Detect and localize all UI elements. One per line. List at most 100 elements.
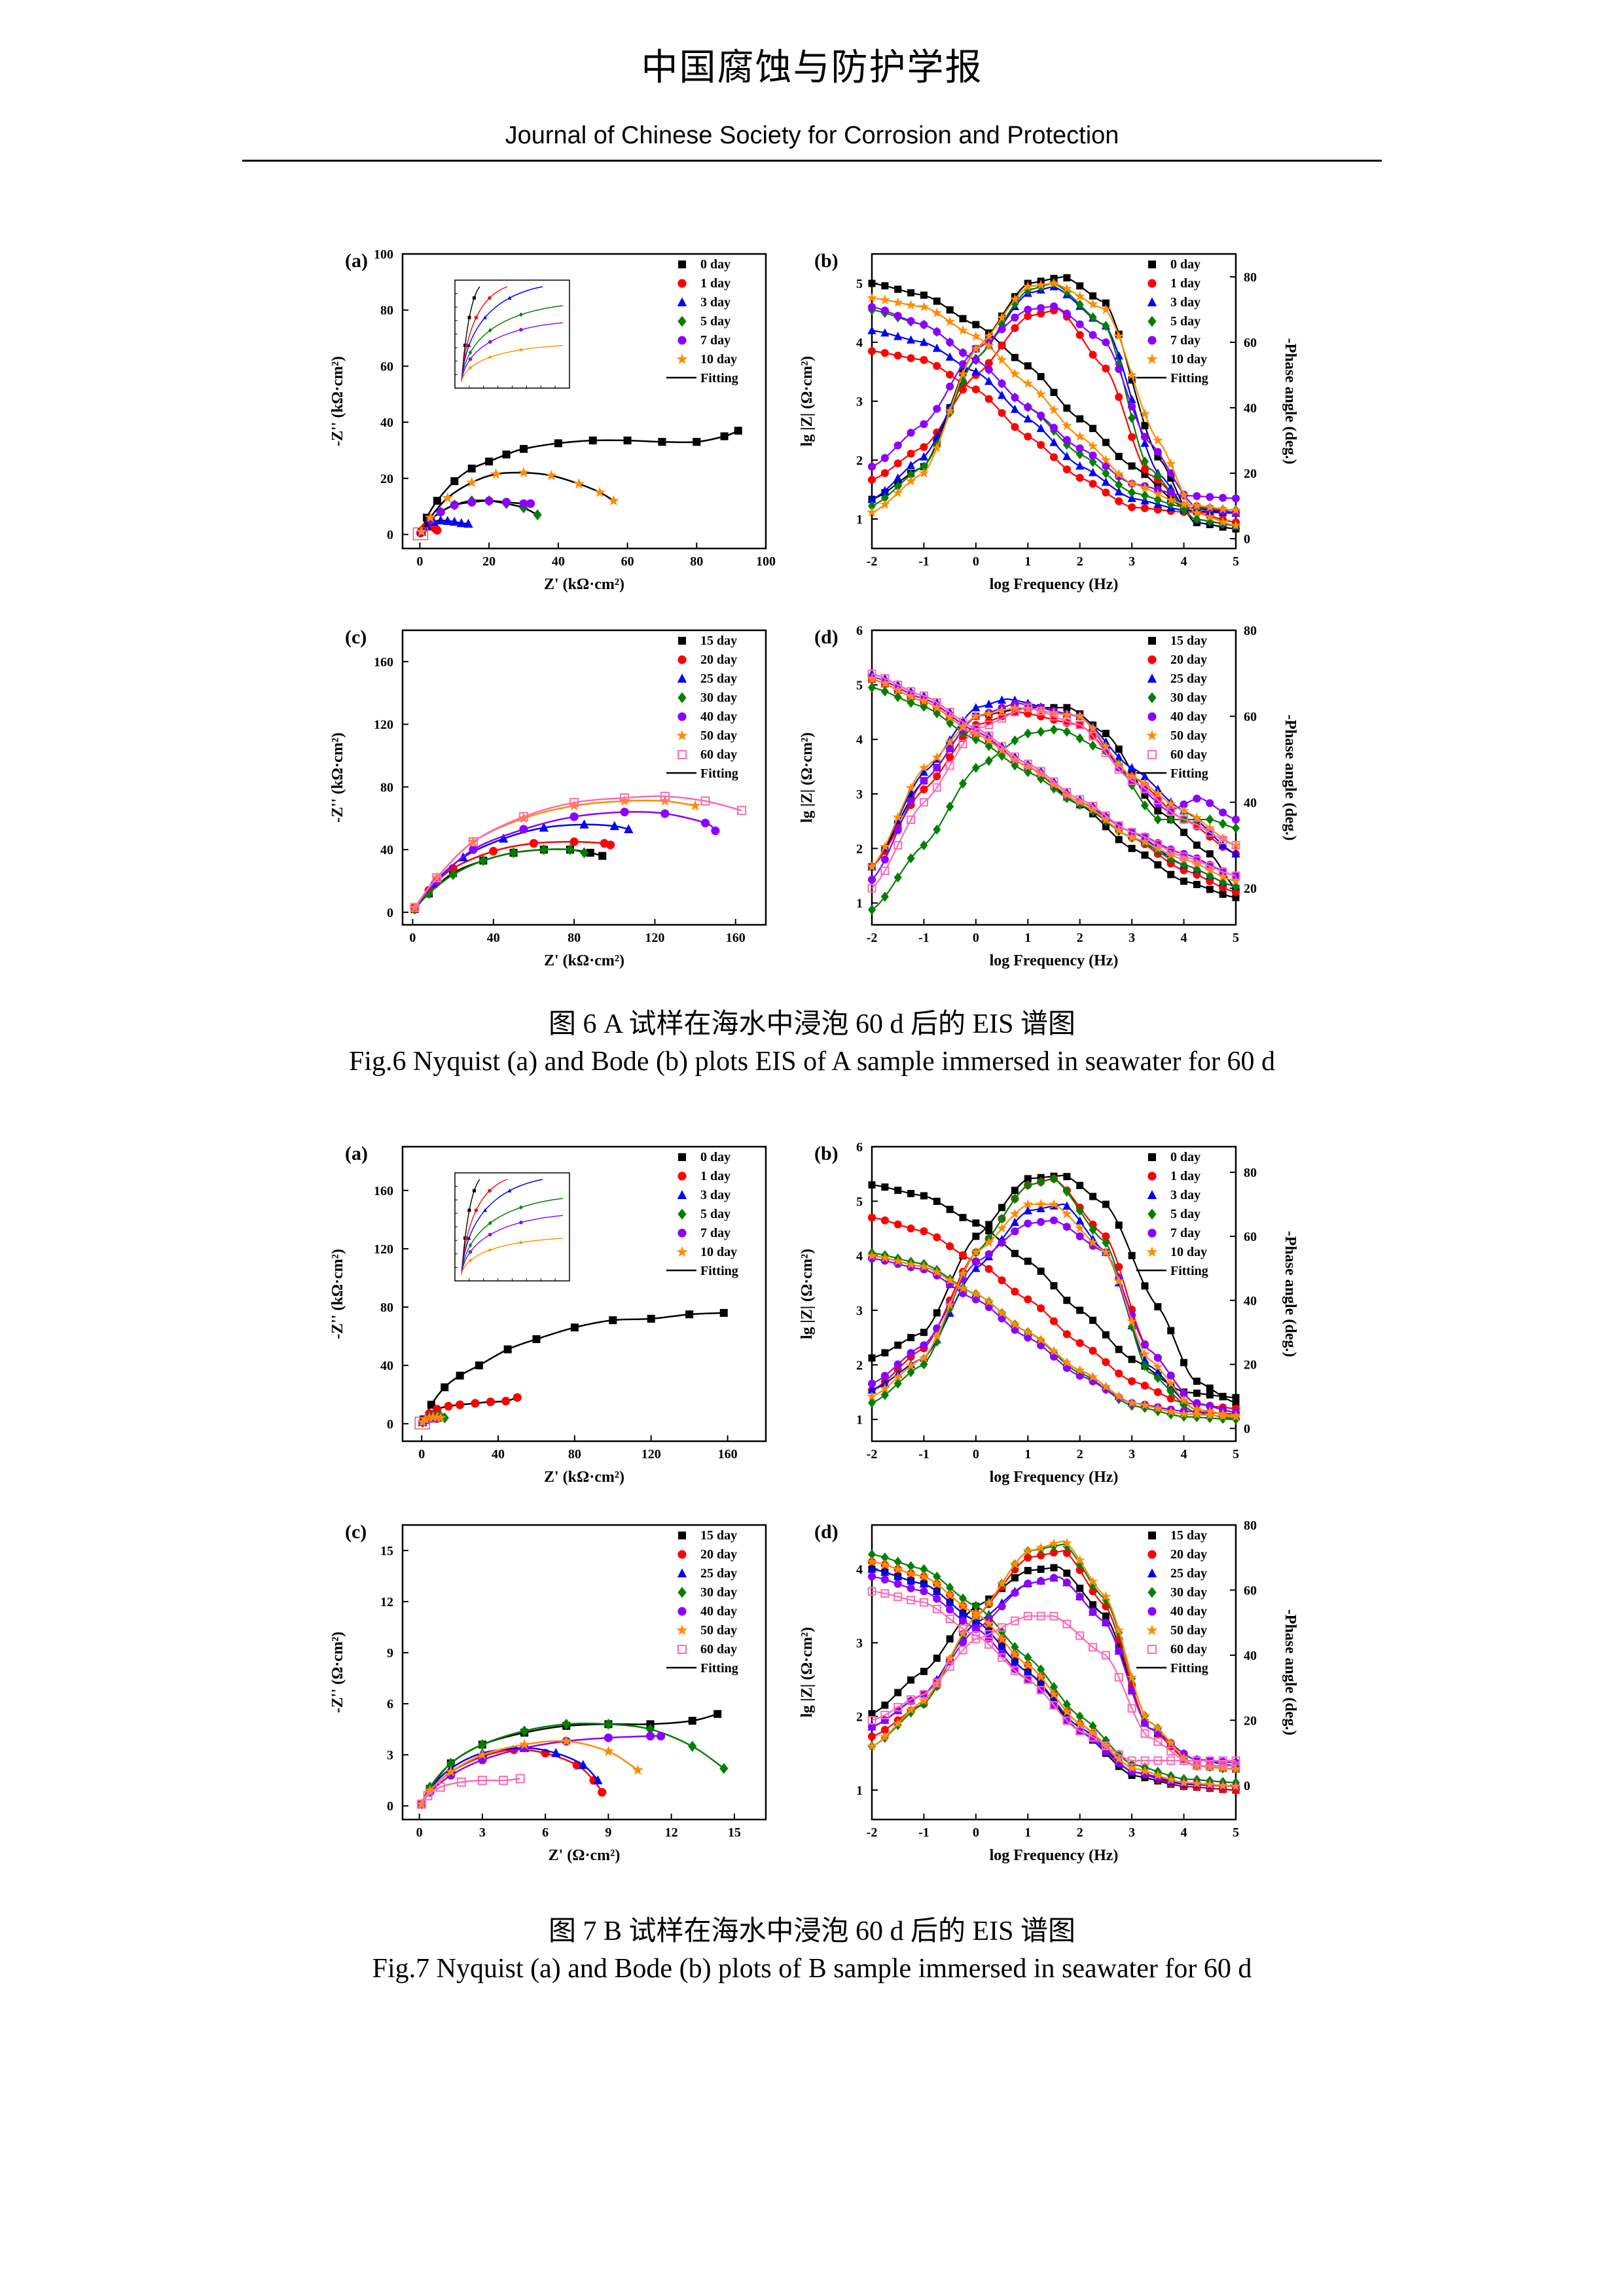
phase-point xyxy=(931,442,943,453)
phase-point xyxy=(907,1367,915,1378)
data-point xyxy=(604,1733,613,1742)
legend-label: 0 day xyxy=(1170,1150,1200,1164)
phase-point xyxy=(1127,776,1136,785)
x-tick-label: 4 xyxy=(1181,1825,1187,1840)
lgz-point xyxy=(971,331,981,341)
data-point xyxy=(569,812,579,821)
lgz-point xyxy=(971,385,980,394)
lgz-point xyxy=(1011,1249,1019,1257)
data-point xyxy=(435,1412,446,1423)
phase-point xyxy=(907,1676,915,1684)
series-10-day xyxy=(416,467,619,537)
phase-point xyxy=(1076,282,1084,290)
inset-point xyxy=(472,1189,476,1193)
phase-point xyxy=(1180,800,1188,809)
inset-point xyxy=(467,1236,471,1240)
phase-point xyxy=(1115,1647,1123,1655)
legend-label: 1 day xyxy=(700,276,731,291)
data-point xyxy=(588,437,597,444)
phase-point xyxy=(1231,520,1241,530)
lgz-point xyxy=(1075,795,1085,804)
phase-point xyxy=(1089,1225,1097,1235)
y-tick-label: 4 xyxy=(856,336,863,350)
series-10-day xyxy=(867,1198,1241,1422)
lgz-point xyxy=(1036,1671,1046,1681)
phase-point xyxy=(932,1678,941,1687)
lgz-point xyxy=(946,338,954,347)
phase-point xyxy=(1167,474,1175,482)
lgz-point xyxy=(1102,1331,1110,1338)
phase-point xyxy=(1075,721,1085,730)
legend-marker xyxy=(676,1624,688,1636)
y2-tick-label: 40 xyxy=(1244,1649,1257,1663)
lgz-point xyxy=(1165,1406,1176,1416)
phase-point xyxy=(1062,717,1072,726)
phase-point xyxy=(1036,1198,1046,1209)
legend-marker xyxy=(678,260,686,268)
lgz-point xyxy=(1218,867,1227,876)
phase-point xyxy=(1218,1761,1227,1770)
lgz-point xyxy=(907,317,915,325)
phase-point xyxy=(946,382,954,391)
phase-point xyxy=(1011,1193,1019,1204)
y-tick-label: 120 xyxy=(374,718,393,732)
lgz-point xyxy=(1011,393,1019,402)
legend-marker xyxy=(677,1190,687,1199)
lgz-point xyxy=(1062,789,1072,800)
phase-point xyxy=(1089,331,1097,339)
series-60-day xyxy=(410,791,746,912)
phase-point xyxy=(1037,712,1045,721)
phase-point xyxy=(933,824,941,835)
lgz-point xyxy=(933,1594,941,1603)
phase-point xyxy=(983,1237,994,1247)
lgz-point xyxy=(1063,404,1071,412)
data-point xyxy=(602,1746,614,1757)
inset-point xyxy=(468,1249,473,1254)
phase-point xyxy=(933,763,941,772)
legend-label: 0 day xyxy=(700,257,731,272)
data-point xyxy=(486,1397,495,1407)
inset-point xyxy=(467,315,471,319)
phase-point xyxy=(1024,1579,1032,1588)
data-point xyxy=(435,515,446,525)
phase-point xyxy=(920,840,928,851)
data-point xyxy=(519,499,528,509)
lgz-point xyxy=(1074,431,1085,441)
lgz-point xyxy=(1049,453,1058,461)
x-tick-label: 80 xyxy=(568,1447,581,1462)
y-tick-label: 0 xyxy=(387,1417,393,1431)
data-point xyxy=(569,798,579,808)
lgz-point xyxy=(1166,1756,1176,1765)
lgz-point xyxy=(1074,797,1085,807)
y-axis-label: -Z'' (kΩ·cm²) xyxy=(329,1249,346,1339)
inset-point xyxy=(488,1247,493,1252)
phase-point xyxy=(1204,511,1216,522)
phase-point xyxy=(920,1341,928,1350)
phase-point xyxy=(1153,471,1162,481)
lgz-point xyxy=(1076,1306,1084,1314)
lgz-point xyxy=(1062,1706,1072,1717)
phase-point xyxy=(1205,1761,1214,1770)
legend-label: 60 day xyxy=(700,1642,737,1657)
data-point xyxy=(532,1335,541,1344)
data-point xyxy=(450,500,459,510)
phase-point xyxy=(1115,365,1123,373)
data-point xyxy=(513,1393,522,1402)
lgz-point xyxy=(1115,452,1123,460)
legend-marker xyxy=(1147,1607,1157,1616)
x-tick-label: 40 xyxy=(552,554,565,569)
legend-marker xyxy=(1147,1172,1157,1181)
phase-point xyxy=(907,853,915,864)
lgz-point xyxy=(1062,1357,1072,1367)
lgz-point xyxy=(933,1571,941,1582)
x-tick-label: 3 xyxy=(1128,1825,1135,1840)
phase-point xyxy=(971,1625,980,1634)
lgz-point xyxy=(1232,893,1240,901)
y-axis-label: -Z'' (kΩ·cm²) xyxy=(329,732,346,823)
fit-line xyxy=(414,799,696,908)
phase-point xyxy=(1114,753,1123,761)
legend-label: 50 day xyxy=(700,728,737,743)
legend-marker xyxy=(1147,1550,1157,1559)
lgz-point xyxy=(918,696,929,706)
phase-point xyxy=(1089,292,1097,300)
